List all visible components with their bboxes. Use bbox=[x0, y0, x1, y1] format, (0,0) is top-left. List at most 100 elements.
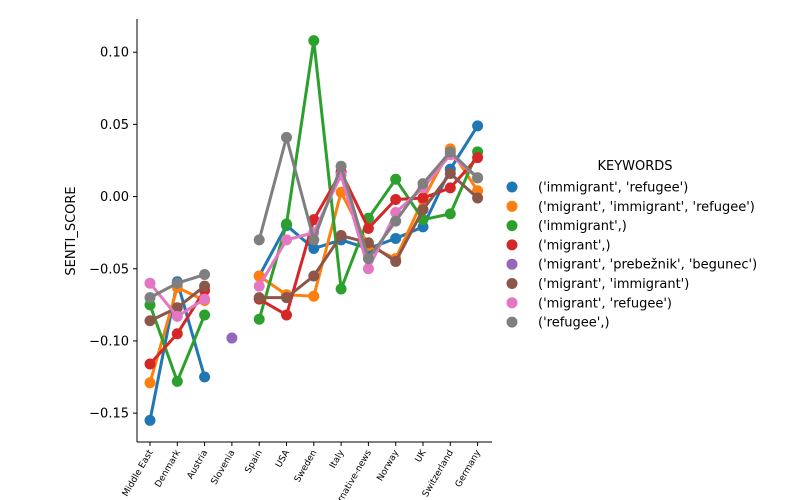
x-tick-label: Germany bbox=[454, 448, 484, 489]
axes bbox=[136, 19, 492, 443]
data-point bbox=[417, 204, 429, 216]
x-tick-label: Sweden bbox=[293, 449, 319, 485]
series-5 bbox=[144, 167, 484, 327]
data-point bbox=[335, 160, 347, 172]
legend-label: ('immigrant', 'refugee') bbox=[538, 181, 688, 196]
legend-marker bbox=[506, 220, 518, 232]
data-point bbox=[144, 315, 156, 327]
data-point bbox=[444, 208, 456, 220]
data-point bbox=[281, 218, 292, 230]
x-tick-label: Middle East bbox=[121, 448, 156, 498]
data-point bbox=[199, 280, 211, 292]
data-point bbox=[171, 328, 183, 340]
x-tick-label: Italy bbox=[328, 448, 347, 470]
y-tick-label: −0.05 bbox=[89, 262, 129, 277]
data-point bbox=[171, 375, 183, 387]
data-point bbox=[417, 178, 429, 190]
legend-marker bbox=[506, 239, 518, 251]
series-3 bbox=[144, 152, 484, 370]
data-point bbox=[144, 377, 156, 389]
legend-label: ('migrant',) bbox=[538, 238, 611, 253]
data-point bbox=[253, 313, 265, 325]
legend: KEYWORDS ('immigrant', 'refugee') ('migra… bbox=[506, 159, 757, 331]
data-point bbox=[444, 182, 456, 194]
x-tick-label: USA bbox=[274, 448, 292, 470]
data-point bbox=[199, 269, 211, 281]
data-point bbox=[144, 358, 156, 370]
data-point bbox=[335, 230, 347, 242]
data-point bbox=[171, 302, 183, 314]
y-tick-label: −0.15 bbox=[89, 407, 129, 422]
data-point bbox=[335, 283, 347, 295]
data-point bbox=[199, 293, 211, 305]
x-tick-label: Slovenia bbox=[210, 449, 238, 487]
legend-item: ('migrant', 'prebežnik', 'begunec') bbox=[506, 258, 757, 273]
data-point bbox=[417, 192, 429, 204]
data-point bbox=[362, 263, 374, 275]
data-point bbox=[362, 222, 374, 234]
data-point bbox=[472, 120, 484, 132]
data-point bbox=[199, 371, 211, 383]
legend-marker bbox=[506, 316, 518, 328]
data-point bbox=[144, 414, 156, 426]
data-point bbox=[226, 332, 238, 344]
legend-marker bbox=[506, 258, 518, 270]
legend-label: ('immigrant',) bbox=[538, 219, 627, 234]
plot-area bbox=[144, 35, 484, 426]
y-axis-label: SENTI_SCORE bbox=[64, 186, 79, 275]
legend-item: ('immigrant', 'refugee') bbox=[506, 181, 688, 196]
legend-item: ('immigrant',) bbox=[506, 219, 627, 234]
y-tick-label: 0.00 bbox=[100, 190, 129, 205]
data-point bbox=[308, 214, 320, 226]
legend-item: ('migrant',) bbox=[506, 238, 611, 253]
data-point bbox=[281, 309, 292, 321]
data-point bbox=[308, 243, 320, 255]
data-point bbox=[281, 131, 292, 143]
legend-title: KEYWORDS bbox=[597, 159, 672, 174]
data-point bbox=[444, 146, 456, 158]
data-point bbox=[390, 232, 402, 244]
data-point bbox=[472, 192, 484, 204]
legend-label: ('migrant', 'refugee') bbox=[538, 296, 672, 311]
legend-label: ('refugee',) bbox=[538, 316, 610, 331]
data-point bbox=[308, 35, 320, 47]
legend-label: ('migrant', 'immigrant', 'refugee') bbox=[538, 200, 755, 215]
x-tick-label: UK bbox=[414, 448, 429, 465]
y-ticks: −0.15 −0.10 −0.05 0.00 0.05 0.10 bbox=[89, 46, 137, 422]
data-point bbox=[444, 167, 456, 179]
series-4 bbox=[226, 332, 238, 344]
data-point bbox=[472, 152, 484, 164]
x-tick-label: Denmark bbox=[154, 448, 184, 490]
data-point bbox=[390, 193, 402, 205]
series-7 bbox=[144, 131, 484, 304]
legend-label: ('migrant', 'immigrant') bbox=[538, 277, 689, 292]
legend-item: ('migrant', 'immigrant') bbox=[506, 277, 689, 292]
legend-item: ('migrant', 'refugee') bbox=[506, 296, 672, 311]
data-point bbox=[281, 292, 292, 304]
data-point bbox=[253, 280, 265, 292]
data-point bbox=[253, 234, 265, 246]
series-1 bbox=[144, 143, 484, 389]
data-point bbox=[390, 173, 402, 185]
data-point bbox=[199, 309, 211, 321]
data-point bbox=[390, 256, 402, 268]
data-point bbox=[171, 310, 183, 322]
legend-marker bbox=[506, 181, 518, 193]
data-point bbox=[308, 234, 320, 246]
x-tick-label: Spain bbox=[244, 449, 265, 476]
data-point bbox=[253, 292, 265, 304]
data-point bbox=[308, 290, 320, 302]
data-point bbox=[171, 277, 183, 289]
legend-marker bbox=[506, 200, 518, 212]
x-tick-label: Austria bbox=[186, 449, 211, 482]
data-point bbox=[390, 215, 402, 227]
data-point bbox=[308, 270, 320, 282]
y-tick-label: 0.10 bbox=[100, 46, 129, 61]
y-tick-label: −0.10 bbox=[89, 334, 129, 349]
x-tick-label: Norway bbox=[376, 448, 402, 483]
data-point bbox=[144, 277, 156, 289]
data-point bbox=[472, 172, 484, 184]
data-point bbox=[144, 292, 156, 304]
